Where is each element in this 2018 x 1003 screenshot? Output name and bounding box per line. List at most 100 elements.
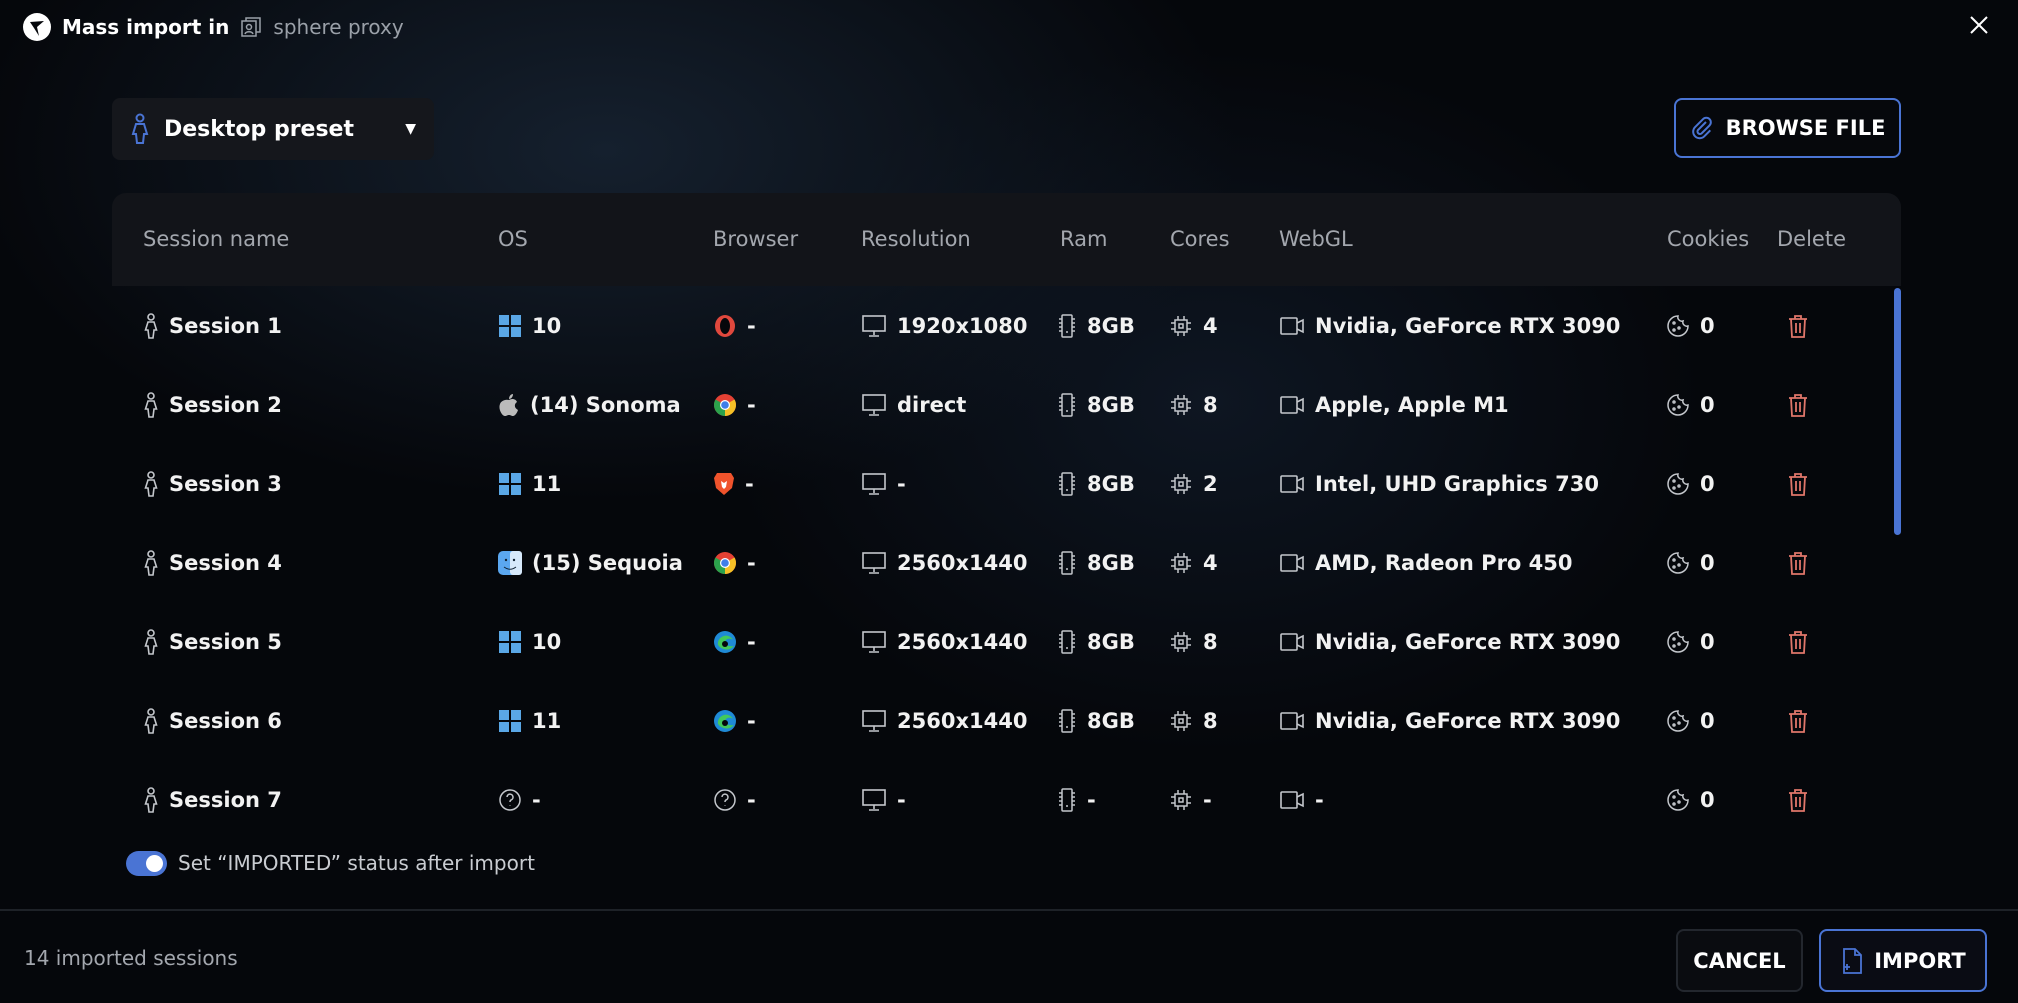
table-row: Session 5 10 - 2560x1440 8GB 8 Nvidia, GeForce… <box>112 602 1872 681</box>
cancel-button[interactable]: CANCEL <box>1676 929 1803 992</box>
delete-button[interactable] <box>1787 365 1809 444</box>
browser-cell: - <box>713 286 756 365</box>
os-cell: 10 <box>498 602 561 681</box>
import-button[interactable]: IMPORT <box>1819 929 1987 992</box>
session-name-cell: Session 6 <box>143 681 282 760</box>
trash-icon <box>1787 787 1809 813</box>
delete-button[interactable] <box>1787 523 1809 602</box>
opera-icon <box>713 313 737 339</box>
scrollbar[interactable] <box>1894 288 1901 535</box>
cookie-icon <box>1666 551 1690 575</box>
imported-status-toggle[interactable] <box>126 851 167 876</box>
person-icon <box>143 391 159 418</box>
edge-icon <box>713 630 737 654</box>
session-name-value: Session 5 <box>169 629 282 654</box>
table-row: Session 3 11 - - 8GB 2 Intel, UHD Graphics 730… <box>112 444 1872 523</box>
webgl-cell: - <box>1279 760 1324 839</box>
cookies-cell: 0 <box>1666 523 1715 602</box>
ram-value: 8GB <box>1087 392 1135 417</box>
resolution-cell: 2560x1440 <box>861 523 1027 602</box>
cores-value: 8 <box>1203 392 1218 417</box>
resolution-cell: 2560x1440 <box>861 681 1027 760</box>
resolution-value: 2560x1440 <box>897 708 1028 733</box>
ram-cell: 8GB <box>1057 602 1135 681</box>
resolution-cell: - <box>861 760 906 839</box>
browser-value: - <box>747 392 756 417</box>
gpu-icon <box>1279 710 1305 732</box>
os-value: (14) Sonoma <box>530 392 681 417</box>
os-cell: 11 <box>498 444 561 523</box>
chrome-icon <box>713 393 737 417</box>
delete-button[interactable] <box>1787 444 1809 523</box>
os-cell: 11 <box>498 681 561 760</box>
browser-cell: - <box>713 760 756 839</box>
webgl-cell: Nvidia, GeForce RTX 3090 <box>1279 602 1620 681</box>
cookies-cell: 0 <box>1666 681 1715 760</box>
cpu-icon <box>1169 709 1193 733</box>
cookie-icon <box>1666 709 1690 733</box>
column-resolution[interactable]: Resolution <box>861 227 971 251</box>
column-cores[interactable]: Cores <box>1170 227 1230 251</box>
session-name-value: Session 4 <box>169 550 282 575</box>
cores-cell: 4 <box>1169 286 1218 365</box>
cookie-icon <box>1666 314 1690 338</box>
trash-icon <box>1787 708 1809 734</box>
table-row: Session 7 - - - - - - 0 <box>112 760 1872 839</box>
webgl-value: - <box>1315 787 1324 812</box>
browse-file-button[interactable]: BROWSE FILE <box>1674 98 1901 158</box>
column-os[interactable]: OS <box>498 227 528 251</box>
cores-value: 4 <box>1203 550 1218 575</box>
monitor-icon <box>861 551 887 575</box>
session-name-cell: Session 3 <box>143 444 282 523</box>
cookies-value: 0 <box>1700 787 1715 812</box>
cookies-value: 0 <box>1700 708 1715 733</box>
webgl-value: Intel, UHD Graphics 730 <box>1315 471 1599 496</box>
trash-icon <box>1787 629 1809 655</box>
imported-status-label: Set “IMPORTED” status after import <box>178 851 535 875</box>
column-cookies[interactable]: Cookies <box>1667 227 1750 251</box>
close-icon[interactable] <box>1966 12 1992 38</box>
cookie-icon <box>1666 630 1690 654</box>
session-name-cell: Session 7 <box>143 760 282 839</box>
cores-cell: 2 <box>1169 444 1218 523</box>
session-name-value: Session 6 <box>169 708 282 733</box>
table-header <box>112 193 1901 286</box>
column-browser[interactable]: Browser <box>713 227 799 251</box>
ram-value: 8GB <box>1087 313 1135 338</box>
brave-icon <box>713 471 735 497</box>
cookies-cell: 0 <box>1666 444 1715 523</box>
person-icon <box>143 549 159 576</box>
session-name-cell: Session 5 <box>143 602 282 681</box>
delete-button[interactable] <box>1787 760 1809 839</box>
cookies-value: 0 <box>1700 629 1715 654</box>
cookie-icon <box>1666 788 1690 812</box>
delete-button[interactable] <box>1787 286 1809 365</box>
delete-button[interactable] <box>1787 602 1809 681</box>
resolution-value: - <box>897 787 906 812</box>
column-ram[interactable]: Ram <box>1060 227 1108 251</box>
delete-button[interactable] <box>1787 681 1809 760</box>
cookies-cell: 0 <box>1666 760 1715 839</box>
browser-cell: - <box>713 681 756 760</box>
cookie-icon <box>1666 472 1690 496</box>
ram-cell: - <box>1057 760 1096 839</box>
os-value: 10 <box>532 629 562 654</box>
browser-value: - <box>747 787 756 812</box>
cpu-icon <box>1169 630 1193 654</box>
column-session-name[interactable]: Session name <box>143 227 290 251</box>
os-cell: - <box>498 760 541 839</box>
session-name-value: Session 7 <box>169 787 282 812</box>
monitor-icon <box>861 788 887 812</box>
webgl-cell: Nvidia, GeForce RTX 3090 <box>1279 286 1620 365</box>
webgl-value: Nvidia, GeForce RTX 3090 <box>1315 313 1621 338</box>
preset-dropdown[interactable]: Desktop preset ▼ <box>112 98 434 160</box>
ram-value: 8GB <box>1087 708 1135 733</box>
ram-icon <box>1057 313 1077 339</box>
ram-icon <box>1057 787 1077 813</box>
webgl-cell: Intel, UHD Graphics 730 <box>1279 444 1599 523</box>
ram-cell: 8GB <box>1057 444 1135 523</box>
ram-icon <box>1057 629 1077 655</box>
browser-value: - <box>747 629 756 654</box>
workspace-name: sphere proxy <box>273 15 404 39</box>
column-webgl[interactable]: WebGL <box>1279 227 1353 251</box>
